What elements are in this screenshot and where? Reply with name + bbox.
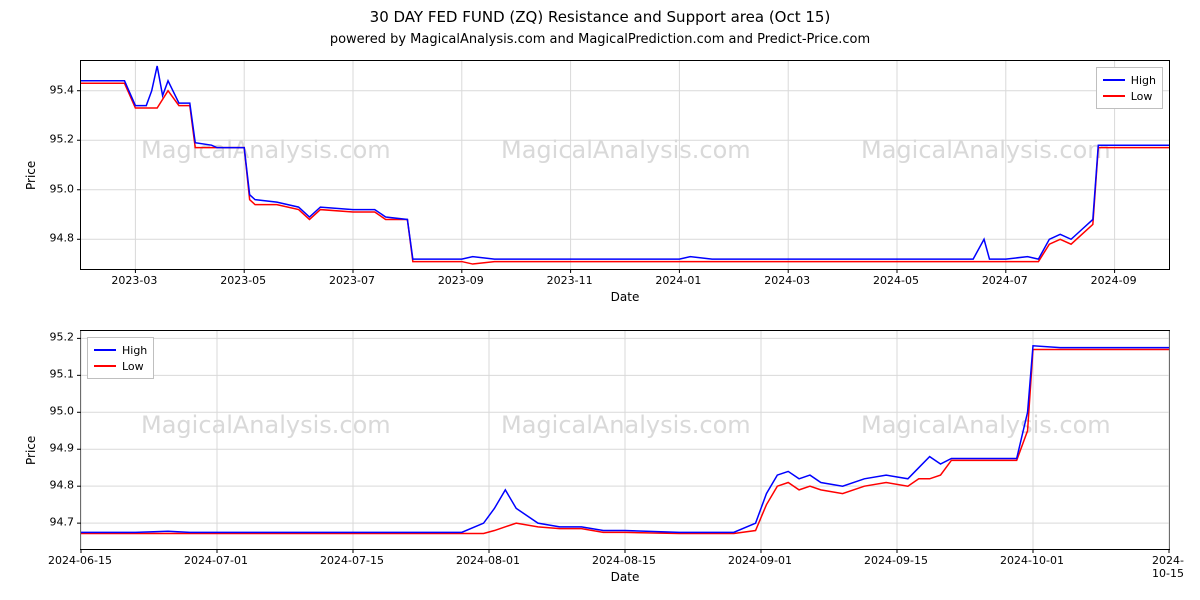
ytick-label: 94.8 [38, 232, 74, 245]
legend-swatch-low [94, 365, 116, 367]
xtick-label: 2024-07-15 [320, 554, 384, 567]
xtick-label: 2023-09 [438, 274, 484, 287]
top-ylabel: Price [24, 161, 38, 190]
legend-item-high: High [94, 342, 147, 358]
chart-title: 30 DAY FED FUND (ZQ) Resistance and Supp… [0, 8, 1200, 26]
legend-item-low: Low [94, 358, 147, 374]
xtick-label: 2024-06-15 [48, 554, 112, 567]
xtick-label: 2023-11 [547, 274, 593, 287]
xtick-label: 2024-07-01 [184, 554, 248, 567]
ytick-label: 95.0 [38, 405, 74, 418]
bottom-chart-svg [81, 331, 1169, 549]
legend-label-high: High [122, 344, 147, 357]
top-chart-svg [81, 61, 1169, 269]
xtick-label: 2024-07 [982, 274, 1028, 287]
xtick-label: 2024-09-01 [728, 554, 792, 567]
xtick-label: 2023-05 [220, 274, 266, 287]
legend-label-high: High [1131, 74, 1156, 87]
xtick-label: 2024-01 [655, 274, 701, 287]
chart-subtitle: powered by MagicalAnalysis.com and Magic… [0, 32, 1200, 47]
ytick-label: 95.2 [38, 133, 74, 146]
top-xlabel: Date [80, 290, 1170, 304]
ytick-label: 94.8 [38, 479, 74, 492]
xtick-label: 2023-07 [329, 274, 375, 287]
bottom-chart: MagicalAnalysis.com MagicalAnalysis.com … [80, 330, 1170, 550]
bottom-ylabel: Price [24, 436, 38, 465]
xtick-label: 2024-05 [873, 274, 919, 287]
ytick-label: 94.7 [38, 516, 74, 529]
legend-label-low: Low [122, 360, 144, 373]
xtick-label: 2024-09-15 [864, 554, 928, 567]
xtick-label: 2024-09 [1091, 274, 1137, 287]
legend-item-low: Low [1103, 88, 1156, 104]
bottom-xlabel: Date [80, 570, 1170, 584]
figure: 30 DAY FED FUND (ZQ) Resistance and Supp… [0, 0, 1200, 600]
ytick-label: 94.9 [38, 442, 74, 455]
ytick-label: 95.4 [38, 83, 74, 96]
top-chart: MagicalAnalysis.com MagicalAnalysis.com … [80, 60, 1170, 270]
legend-item-high: High [1103, 72, 1156, 88]
xtick-label: 2024-08-15 [592, 554, 656, 567]
xtick-label: 2024-08-01 [456, 554, 520, 567]
legend-bottom: High Low [87, 337, 154, 379]
legend-swatch-high [1103, 79, 1125, 81]
xtick-label: 2024-10-15 [1152, 554, 1184, 580]
legend-swatch-low [1103, 95, 1125, 97]
ytick-label: 95.2 [38, 331, 74, 344]
ytick-label: 95.1 [38, 368, 74, 381]
ytick-label: 95.0 [38, 182, 74, 195]
legend-swatch-high [94, 349, 116, 351]
xtick-label: 2024-03 [764, 274, 810, 287]
xtick-label: 2024-10-01 [1000, 554, 1064, 567]
xtick-label: 2023-03 [111, 274, 157, 287]
legend-top: High Low [1096, 67, 1163, 109]
legend-label-low: Low [1131, 90, 1153, 103]
